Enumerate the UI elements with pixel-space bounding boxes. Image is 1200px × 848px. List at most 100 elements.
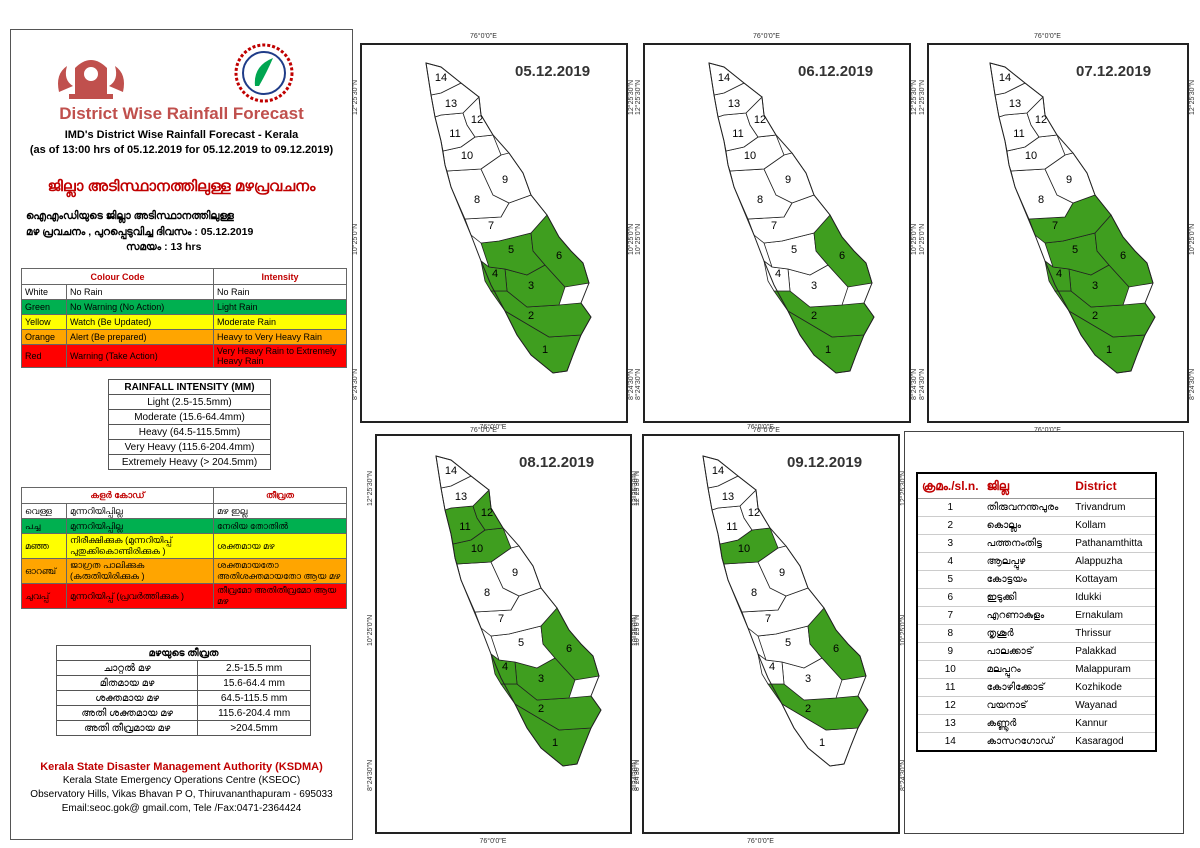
district-label-4: 4 xyxy=(492,268,498,280)
colour-row: Yellow Watch (Be Updated) Moderate Rain xyxy=(21,314,347,330)
rainfall-row: Very Heavy (115.6-204.4mm) xyxy=(108,439,271,455)
colour-meaning: Watch (Be Updated) xyxy=(66,314,214,330)
lon-label-top: 76°0'0"E xyxy=(753,33,780,40)
colour-code-header: Colour Code xyxy=(21,268,214,285)
lon-label-bottom: 76°0'0"E xyxy=(470,427,497,434)
page-title: District Wise Rainfall Forecast xyxy=(59,104,304,123)
subtitle-dates: (as of 13:00 hrs of 05.12.2019 for 05.12… xyxy=(29,144,334,156)
lat-label-right-1: 10°25'0"N xyxy=(1189,223,1196,255)
ml-rainfall-row: അതി തീവ്രമായ മഴ >204.5mm xyxy=(55,720,311,736)
district-label-2: 2 xyxy=(1092,310,1098,322)
colour-meaning: No Rain xyxy=(66,284,214,300)
lat-label-right-2: 8°24'30"N xyxy=(628,368,635,400)
col-header-sl: ക്രമം./sl.n. xyxy=(917,473,983,499)
lon-label-bottom: 76°0'0"E xyxy=(1034,427,1061,434)
district-label-4: 4 xyxy=(775,268,781,280)
district-label-14: 14 xyxy=(444,465,456,477)
footer-org: Kerala State Disaster Management Authori… xyxy=(40,761,323,773)
colour-intensity: Moderate Rain xyxy=(213,314,347,330)
district-label-3: 3 xyxy=(811,280,817,292)
district-name-en: Trivandrum xyxy=(1071,498,1156,517)
district-label-9: 9 xyxy=(785,174,791,186)
district-name-ml: ആലപ്പുഴ xyxy=(982,552,1072,571)
state-outline xyxy=(702,455,869,767)
lon-label-top: 76°0'0"E xyxy=(1034,33,1061,40)
district-name-en: Wayanad xyxy=(1071,696,1156,715)
district-label-1: 1 xyxy=(825,344,831,356)
district-label-13: 13 xyxy=(445,98,457,110)
ksdma-logo xyxy=(234,43,294,103)
district-label-7: 7 xyxy=(497,613,503,625)
district-label-13: 13 xyxy=(728,98,740,110)
district-label-3: 3 xyxy=(528,280,534,292)
ml-rainfall-range: 64.5-115.5 mm xyxy=(197,690,311,706)
district-number: 5 xyxy=(917,570,983,589)
district-label-9: 9 xyxy=(511,567,517,579)
district-row: 3 പത്തനംതിട്ട Pathanamthitta xyxy=(917,534,1156,553)
district-number: 13 xyxy=(917,714,983,733)
district-label-6: 6 xyxy=(556,250,562,262)
lon-label-bottom: 76°0'0"E xyxy=(753,427,780,434)
lat-label-left-0: 12°25'30"N xyxy=(635,79,642,115)
rainfall-range: Moderate (15.6-64.4mm) xyxy=(108,409,271,425)
district-label-6: 6 xyxy=(1120,250,1126,262)
district-name-ml: കോഴിക്കോട് xyxy=(982,678,1072,697)
ml-title: ജില്ലാ അടിസ്ഥാനത്തിലുള്ള മഴപ്രവചനം xyxy=(47,178,316,195)
colour-name: Orange xyxy=(21,329,67,345)
ml-rainfall-range: >204.5mm xyxy=(197,720,311,736)
district-label-1: 1 xyxy=(542,344,548,356)
district-label-13: 13 xyxy=(454,491,466,503)
lon-label-top: 76°0'0"E xyxy=(470,33,497,40)
district-label-5: 5 xyxy=(791,244,797,256)
colour-meaning: Alert (Be prepared) xyxy=(66,329,214,345)
colour-intensity: Heavy to Very Heavy Rain xyxy=(213,329,347,345)
colour-row: Red Warning (Take Action) Very Heavy Rain … xyxy=(21,344,347,368)
district-label-6: 6 xyxy=(833,643,839,655)
district-name-en: Ernakulam xyxy=(1071,606,1156,625)
lat-label-left-2: 8°24'30"N xyxy=(352,368,359,400)
ml-colour-intensity: നേരിയ തോതിൽ xyxy=(213,518,347,534)
ml-rainfall-row: ശക്തമായ മഴ 64.5-115.5 mm xyxy=(55,690,311,706)
map-date: 08.12.2019 xyxy=(519,454,595,471)
district-number: 10 xyxy=(917,660,983,679)
ml-line-1: ഐഎംഡിയുടെ ജില്ലാ അടിസ്ഥാനത്തിലുള്ള xyxy=(26,210,234,222)
district-name-en: Idukki xyxy=(1071,588,1156,607)
lat-label-right-1: 10°25'0"N xyxy=(628,223,635,255)
state-outline xyxy=(989,62,1156,374)
district-row: 8 തൃശൂർ Thrissur xyxy=(917,624,1156,643)
state-outline xyxy=(708,62,875,374)
ml-colour-row: ചുവപ്പ് മുന്നറിയിപ്പ് (പ്രവർത്തിക്കുക ) തീ… xyxy=(21,583,347,609)
colour-name: Green xyxy=(21,299,67,315)
footer-line-1: Kerala State Emergency Operations Centre… xyxy=(62,775,301,786)
district-label-14: 14 xyxy=(435,72,447,84)
district-name-en: Palakkad xyxy=(1071,642,1156,661)
district-label-13: 13 xyxy=(722,491,734,503)
lat-label-left-2: 8°24'30"N xyxy=(367,759,374,791)
ml-colour-name: പച്ച xyxy=(21,518,67,534)
colour-name: Red xyxy=(21,344,67,368)
district-name-en: Thrissur xyxy=(1071,624,1156,643)
lat-label-left-2: 8°24'30"N xyxy=(635,368,642,400)
col-header-ml: ജില്ല xyxy=(982,473,1072,499)
district-label-4: 4 xyxy=(501,661,507,673)
district-name-en: Malappuram xyxy=(1071,660,1156,679)
ml-colour-row: വെള്ള മുന്നറിയിപ്പില്ല മഴ ഇല്ല xyxy=(21,503,347,519)
district-label-3: 3 xyxy=(537,673,543,685)
lat-label-left-0: 12°25'30"N xyxy=(919,79,926,115)
district-row: 12 വയനാട് Wayanad xyxy=(917,696,1156,715)
lat-label-right-0: 12°25'30"N xyxy=(1189,79,1196,115)
ml-colour-meaning: മുന്നറിയിപ്പില്ല xyxy=(66,518,214,534)
ml-rainfall-header: മഴയുടെ തീവ്രത xyxy=(56,645,311,661)
district-label-6: 6 xyxy=(565,643,571,655)
district-label-12: 12 xyxy=(471,114,483,126)
ml-rainfall-label: അതി തീവ്രമായ മഴ xyxy=(55,720,199,736)
district-label-8: 8 xyxy=(474,194,480,206)
state-outline xyxy=(434,455,602,767)
ml-colour-row: മഞ്ഞ നിരീക്ഷിക്കുക (മുന്നറിയിപ്പ് പുതുക്ക… xyxy=(21,533,347,559)
colour-meaning: No Warning (No Action) xyxy=(66,299,214,315)
district-row: 13 കണ്ണൂർ Kannur xyxy=(917,714,1156,733)
